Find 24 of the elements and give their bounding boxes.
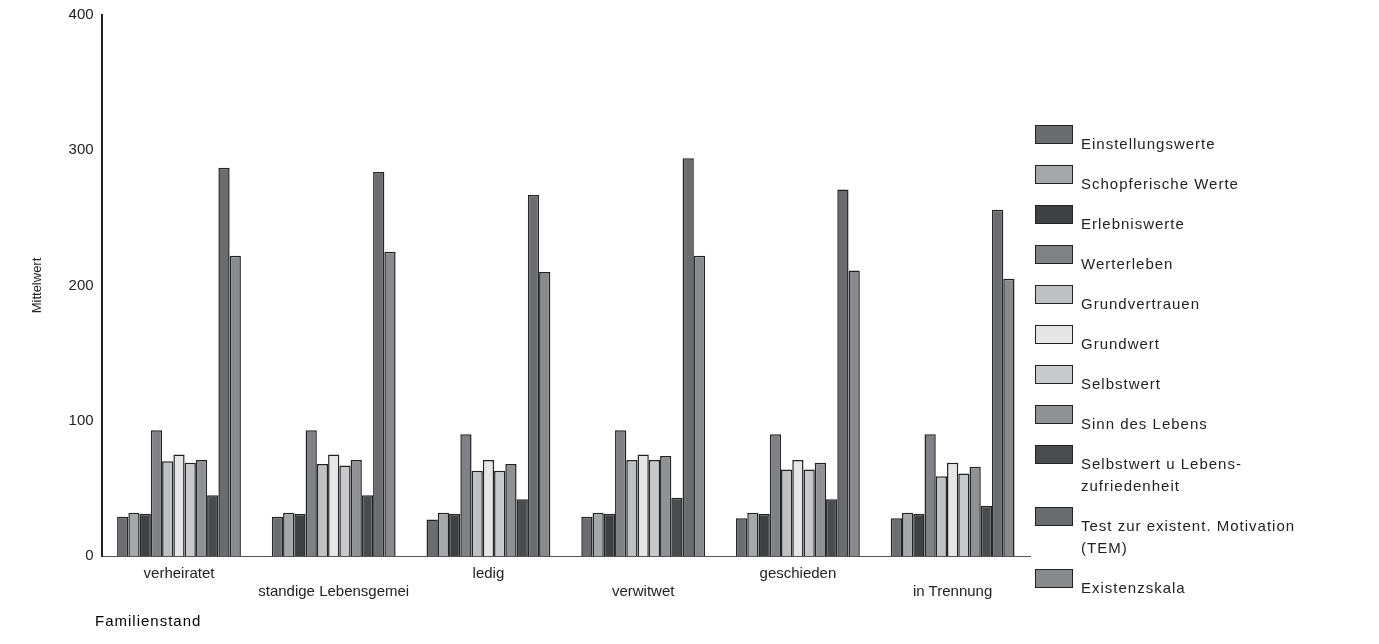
legend-label: Grundwert <box>1081 334 1162 354</box>
y-tick-label: 0 <box>85 546 94 564</box>
legend-label: Existenzskala <box>1081 578 1187 598</box>
legend-label: Sinn des Lebens <box>1081 414 1209 434</box>
legend-label: Selbstwert <box>1081 374 1163 394</box>
x-tick-label: geschieden <box>759 564 837 582</box>
y-tick-label: 100 <box>68 410 94 428</box>
x-tick-label: standige Lebensgemei <box>258 582 410 600</box>
y-tick-label: 200 <box>68 275 94 293</box>
legend-label: Schopferische Werte <box>1081 174 1240 194</box>
legend-label: Erlebniswerte <box>1081 214 1186 234</box>
x-tick-label: in Trennung <box>913 582 993 600</box>
y-axis-title: Mittelwert <box>29 257 45 314</box>
legend-label: Test zur existent. Motivation (TEM) <box>1081 516 1297 558</box>
legend-label: Einstellungswerte <box>1081 134 1217 154</box>
x-tick-label: verheiratet <box>143 564 216 582</box>
y-tick-label: 300 <box>68 140 94 158</box>
legend-label: Grundvertrauen <box>1081 294 1202 314</box>
x-axis-title: Familienstand <box>95 612 202 629</box>
x-tick-label: verwitwet <box>611 582 676 600</box>
y-tick-label: 400 <box>68 5 94 23</box>
x-tick-label: ledig <box>472 564 505 582</box>
legend-label: Selbstwert u Lebens-zufriedenheit <box>1081 454 1243 496</box>
legend-label: Werterleben <box>1081 254 1175 274</box>
